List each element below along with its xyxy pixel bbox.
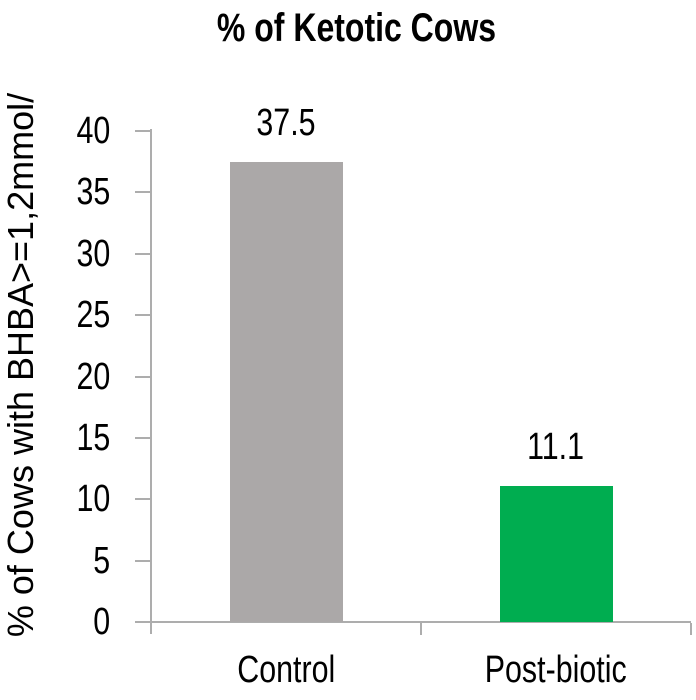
y-axis-tick-label-text: 10 xyxy=(76,478,110,521)
x-axis-line xyxy=(135,621,691,623)
y-axis-tick-label: 35 xyxy=(0,170,110,214)
y-axis-tick-mark xyxy=(135,559,151,562)
x-axis-category-label: Control xyxy=(151,648,421,692)
y-axis-tick-label: 25 xyxy=(0,293,110,337)
y-axis-tick-label-text: 25 xyxy=(76,294,110,337)
bar-data-label: 11.1 xyxy=(456,425,656,469)
y-axis-tick-label: 30 xyxy=(0,232,110,276)
y-axis-tick-mark xyxy=(135,252,151,255)
y-axis-tick-label: 5 xyxy=(0,539,110,583)
y-axis-tick-mark xyxy=(135,191,151,194)
bar-data-label-text: 11.1 xyxy=(527,425,585,468)
y-axis-tick-label-text: 20 xyxy=(76,355,110,398)
y-axis-tick-label-text: 30 xyxy=(76,232,110,275)
y-axis-tick-label: 15 xyxy=(0,416,110,460)
x-axis-tick-mark xyxy=(420,623,422,635)
y-axis-tick-label-text: 35 xyxy=(76,171,110,214)
y-axis-tick-mark xyxy=(135,436,151,439)
bar-post-biotic xyxy=(499,485,613,622)
y-axis-tick-label: 40 xyxy=(0,109,110,153)
y-axis-tick-mark xyxy=(135,314,151,317)
chart-title-text: % of Ketotic Cows xyxy=(216,6,496,50)
y-axis-tick-label-text: 5 xyxy=(93,539,110,582)
y-axis-line xyxy=(150,129,152,634)
x-axis-category-label-text: Control xyxy=(237,649,335,691)
y-axis-tick-label-text: 0 xyxy=(93,601,110,643)
y-axis-tick-mark xyxy=(135,621,151,623)
y-axis-tick-label: 0 xyxy=(0,600,110,644)
y-axis-tick-mark xyxy=(135,498,151,501)
x-axis-category-label-text: Post-biotic xyxy=(485,649,627,691)
y-axis-tick-mark xyxy=(135,130,151,132)
bar-control xyxy=(229,161,343,622)
x-axis-category-label: Post-biotic xyxy=(421,648,691,692)
y-axis-tick-label: 20 xyxy=(0,355,110,399)
bar-data-label: 37.5 xyxy=(186,101,386,145)
chart-title: % of Ketotic Cows xyxy=(16,4,696,52)
y-axis-tick-label: 10 xyxy=(0,477,110,521)
y-axis-tick-mark xyxy=(135,375,151,378)
x-axis-tick-mark xyxy=(690,623,692,635)
y-axis-tick-label-text: 40 xyxy=(76,110,110,152)
bar-data-label-text: 37.5 xyxy=(256,101,316,144)
y-axis-tick-label-text: 15 xyxy=(76,416,110,459)
